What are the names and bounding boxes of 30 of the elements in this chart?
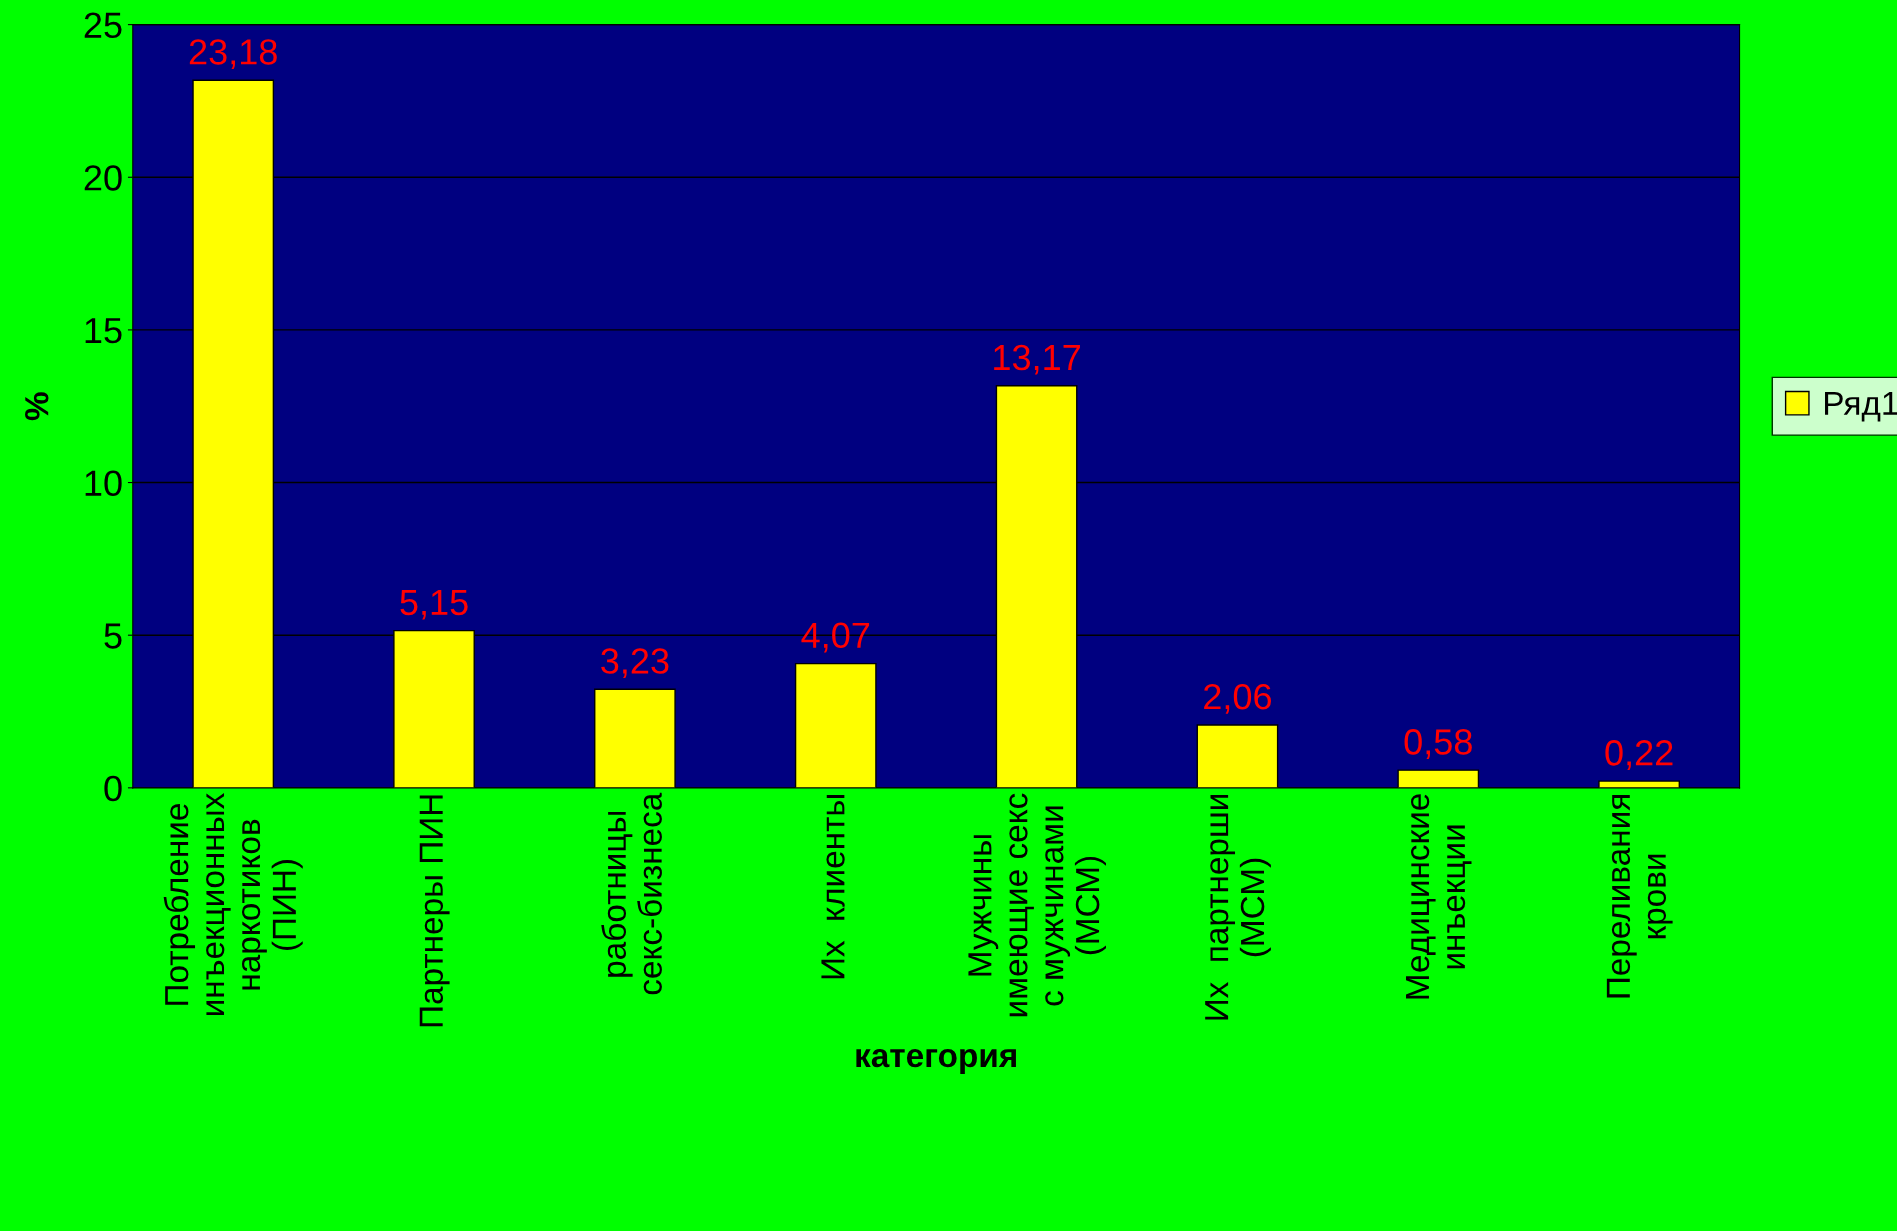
y-tick-label: 15 bbox=[85, 318, 122, 344]
x-tick-label: работницы секс-бизнеса bbox=[601, 792, 662, 995]
data-label: 2,06 bbox=[1204, 683, 1271, 714]
legend-label: Ряд1 bbox=[1825, 391, 1897, 422]
y-tick-label: 0 bbox=[104, 775, 122, 802]
data-label: 0,22 bbox=[1605, 740, 1673, 770]
data-label: 3,23 bbox=[601, 648, 669, 679]
bar bbox=[594, 688, 676, 788]
x-tick-label: Потребление инъекционных наркотиков (ПИН) bbox=[163, 793, 303, 1016]
bar bbox=[794, 662, 877, 788]
x-tick-label: Переливания крови bbox=[1606, 795, 1673, 998]
data-label: 0,58 bbox=[1404, 729, 1472, 759]
x-tick-label: Партнеры ПИН bbox=[419, 795, 450, 1027]
data-label: 23,18 bbox=[189, 39, 277, 69]
data-label: 5,15 bbox=[400, 589, 468, 620]
x-tick-label: Медицинские инъекции bbox=[1406, 794, 1472, 999]
x-tick-label: Их партнерши (МСМ) bbox=[1205, 795, 1271, 1020]
y-axis-title: % bbox=[25, 392, 49, 421]
data-label: 4,07 bbox=[801, 622, 870, 653]
y-tick-label: 25 bbox=[84, 12, 122, 39]
y-tick-label: 10 bbox=[85, 470, 122, 496]
y-tick-label: 20 bbox=[84, 165, 122, 191]
bar bbox=[1397, 769, 1480, 788]
bar bbox=[1598, 780, 1680, 788]
bar bbox=[1196, 724, 1279, 788]
x-tick-label: Мужчины имеющие секс с мужчинами (МСМ) bbox=[968, 793, 1106, 1017]
x-axis-title: категория bbox=[856, 1049, 1016, 1074]
x-tick-label: Их клиенты bbox=[821, 795, 845, 979]
y-tick-label: 5 bbox=[104, 623, 122, 649]
data-label: 13,17 bbox=[994, 344, 1080, 375]
